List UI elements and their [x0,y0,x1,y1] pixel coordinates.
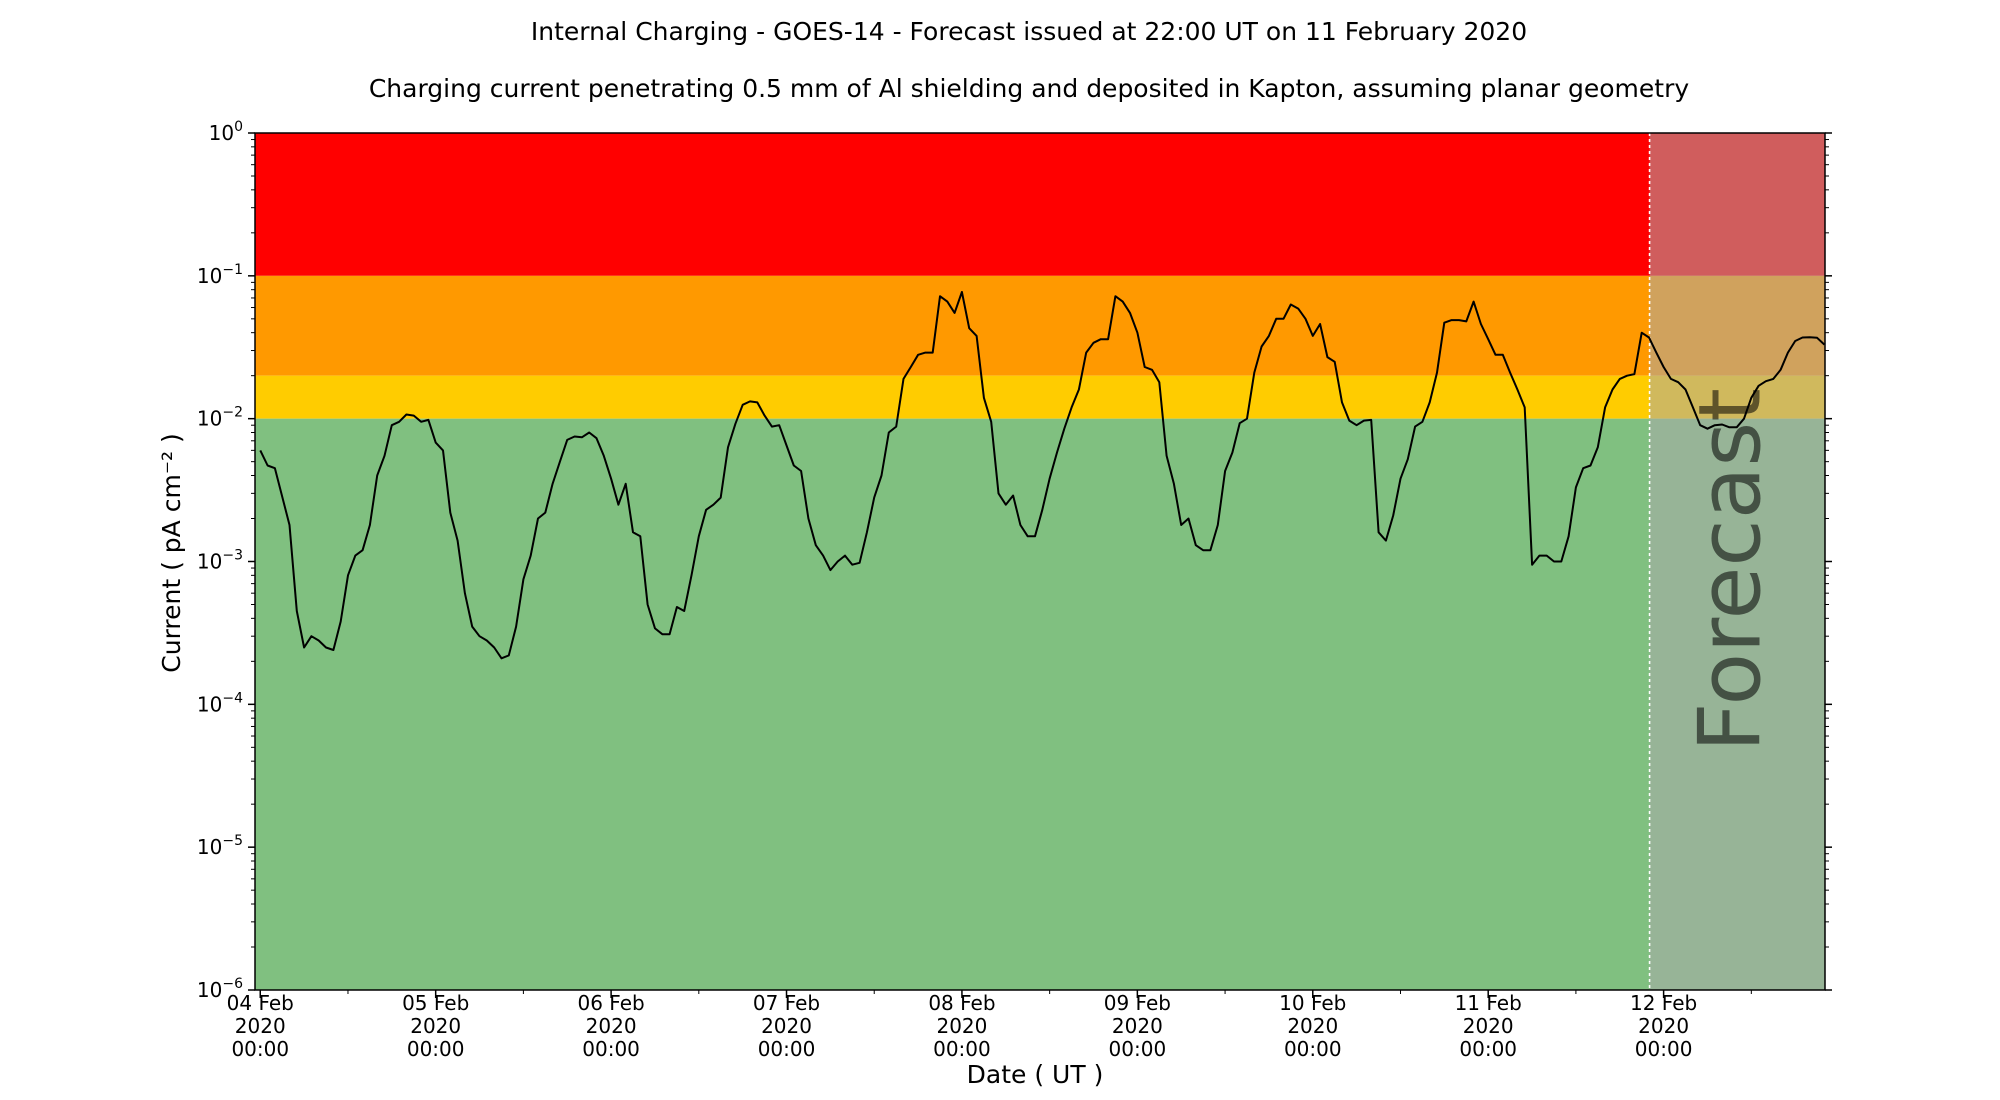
x-tick-label: 00:00 [582,1037,640,1061]
x-tick-label: 07 Feb [753,991,820,1015]
x-tick-label: 00:00 [758,1037,816,1061]
x-tick-label: 05 Feb [402,991,469,1015]
x-tick-label: 00:00 [1459,1037,1517,1061]
x-tick-label: 10 Feb [1279,991,1346,1015]
y-tick-label: 10−3 [197,548,243,574]
x-tick-label: 12 Feb [1630,991,1697,1015]
series-line [259,291,1826,660]
y-tick-label: 10−5 [197,833,243,859]
y-tick-label: 10−6 [197,976,243,1002]
x-tick-label: 00:00 [1635,1037,1693,1061]
forecast-label: Forecast [1680,388,1780,752]
threshold-band-0 [255,133,1825,276]
threshold-bands [255,133,1825,991]
x-tick-label: 2020 [936,1014,987,1038]
x-tick-label: 00:00 [933,1037,991,1061]
y-axis: 100 10−1 10−2 10−3 10−4 10−5 10−6 [197,119,1832,1002]
threshold-band-3 [255,418,1825,991]
x-tick-label: 2020 [761,1014,812,1038]
threshold-band-1 [255,275,1825,376]
x-tick-label: 04 Feb [227,991,294,1015]
x-tick-label: 2020 [235,1014,286,1038]
threshold-band-2 [255,375,1825,419]
x-tick-label: 2020 [1638,1014,1689,1038]
plot-area: Forecast [254,132,1826,991]
x-tick-label: 08 Feb [928,991,995,1015]
forecast-region [1649,133,1825,990]
x-tick-label: 00:00 [1109,1037,1167,1061]
x-tick-label: 06 Feb [577,991,644,1015]
x-tick-label: 00:00 [231,1037,289,1061]
x-tick-label: 11 Feb [1455,991,1522,1015]
x-tick-label: 09 Feb [1104,991,1171,1015]
x-tick-label: 2020 [1463,1014,1514,1038]
x-tick-label: 2020 [1112,1014,1163,1038]
y-tick-label: 10−2 [197,405,243,431]
y-axis-label: Current ( pA cm⁻² ) [157,433,186,672]
x-tick-label: 2020 [586,1014,637,1038]
x-tick-label: 2020 [410,1014,461,1038]
chart-subtitle: Charging current penetrating 0.5 mm of A… [369,74,1690,103]
x-tick-label: 2020 [1287,1014,1338,1038]
x-axis-label: Date ( UT ) [967,1060,1104,1089]
x-tick-label: 00:00 [1284,1037,1342,1061]
y-tick-label: 100 [209,119,243,145]
chart-title: Internal Charging - GOES-14 - Forecast i… [531,17,1527,46]
y-tick-label: 10−1 [197,262,243,288]
y-tick-label: 10−4 [197,690,243,716]
x-tick-label: 00:00 [407,1037,465,1061]
